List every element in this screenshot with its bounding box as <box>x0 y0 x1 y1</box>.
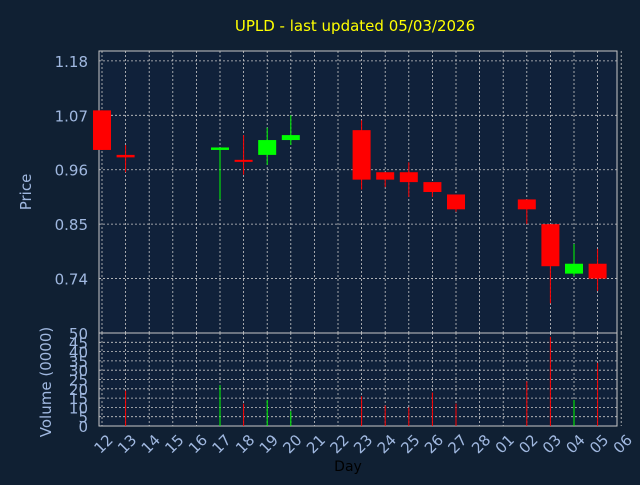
volume-y-tick-label: 35 <box>69 353 88 371</box>
candles <box>93 110 607 304</box>
candle-body <box>116 154 135 158</box>
volume-y-tick-label: 50 <box>69 325 88 343</box>
volume-y-tick-label: 0 <box>78 418 88 436</box>
candle-body <box>352 130 371 180</box>
volume-y-tick-label: 5 <box>78 409 88 427</box>
x-axis-label: Day <box>334 459 362 475</box>
price-y-ticks: 1.18 1.07 0.96 0.85 0.74 <box>55 53 88 289</box>
candle-body <box>588 263 607 279</box>
volume-y-tick-label: 30 <box>69 362 88 380</box>
volume-y-tick-label: 45 <box>69 334 88 352</box>
candle-body <box>258 140 277 155</box>
candle-body <box>93 110 111 150</box>
candle-body <box>211 147 229 150</box>
volume-y-tick-label: 10 <box>69 399 88 417</box>
price-grid <box>99 51 622 333</box>
candle-body <box>376 172 395 180</box>
price-y-tick-label: 0.74 <box>55 271 88 289</box>
volume-y-tick-label: 40 <box>69 344 88 362</box>
x-tick-labels: 1213141516171819202122232425262728010203… <box>91 431 636 457</box>
price-y-axis-label: Price <box>17 174 35 211</box>
chart-title: UPLD - last updated 05/03/2026 <box>235 17 475 35</box>
price-plot-area <box>98 50 618 334</box>
candle-body <box>517 199 536 210</box>
price-y-tick-label: 0.96 <box>55 162 88 180</box>
candle-body <box>541 224 560 267</box>
volume-y-tick-label: 15 <box>69 390 88 408</box>
candle-body <box>423 182 442 192</box>
candle-body <box>281 135 300 141</box>
volume-y-tick-label: 20 <box>69 381 88 399</box>
candle-body <box>399 172 418 183</box>
candle-body <box>565 263 583 274</box>
volume-bars <box>125 336 599 426</box>
price-y-tick-label: 1.18 <box>55 53 88 71</box>
price-y-tick-label: 0.85 <box>55 216 88 234</box>
volume-y-tick-label: 25 <box>69 372 88 390</box>
volume-y-axis-label: Volume (0000) <box>37 327 55 437</box>
candle-body <box>447 194 465 210</box>
candle-body <box>234 159 253 162</box>
price-y-tick-label: 1.07 <box>55 107 88 125</box>
